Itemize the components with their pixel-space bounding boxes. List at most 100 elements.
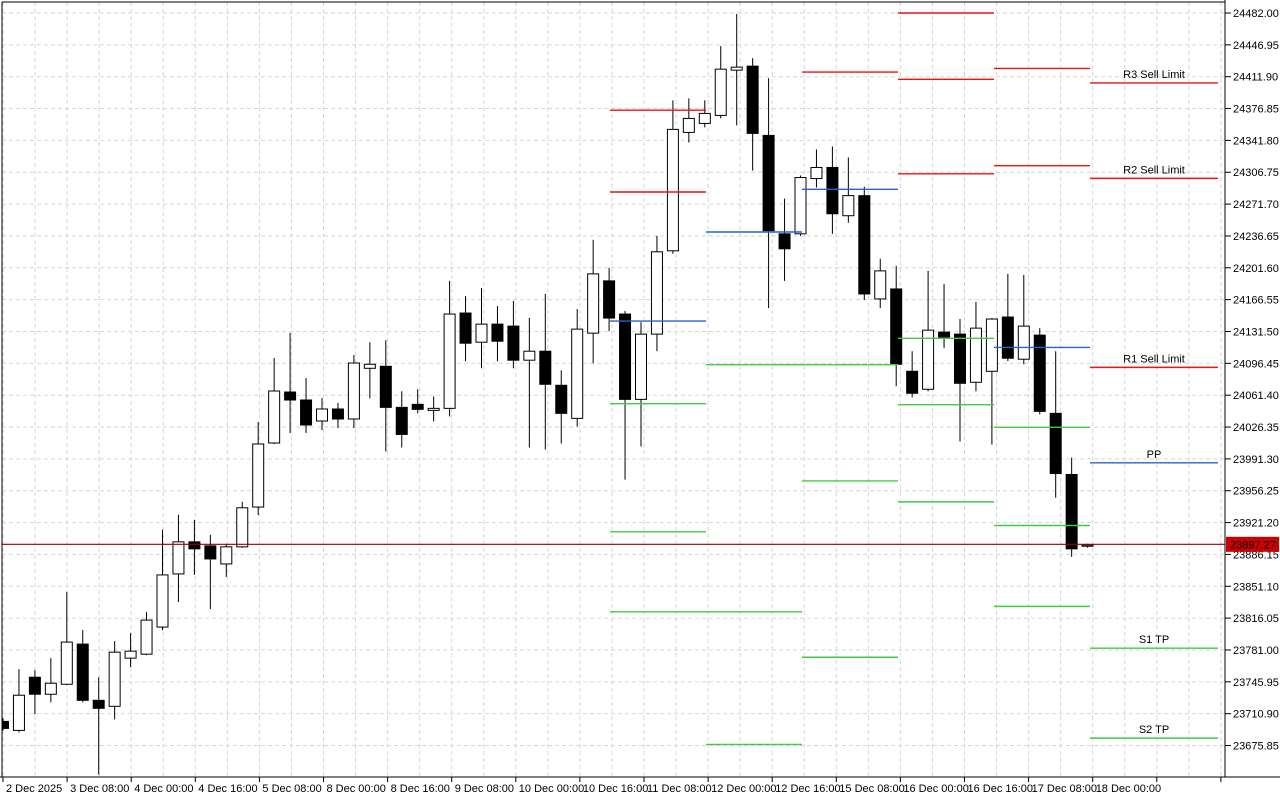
price-scale[interactable]: 24482.00 24446.95 24411.90 24376.85 24341.80… [1225, 8, 1279, 753]
candle-body [603, 280, 616, 319]
price-label: 23851.10 [1233, 581, 1279, 593]
price-label: 24096.45 [1233, 358, 1279, 370]
candle-body [363, 363, 376, 369]
candle-body [650, 251, 663, 335]
candle-bearish [204, 534, 217, 610]
candle-body [842, 195, 855, 217]
candle-bearish [603, 267, 616, 332]
pivot-segments-layer[interactable] [610, 12, 1090, 746]
candle-bearish [1001, 273, 1014, 362]
price-badge: 23897.27 [1226, 536, 1279, 552]
trade-level-label: PP [1147, 449, 1162, 461]
time-label: 10 Dec 16:00 [583, 783, 648, 795]
candle-bullish [443, 280, 456, 417]
candle-bullish [571, 309, 584, 427]
price-label: 24411.90 [1233, 72, 1278, 84]
candle-body [300, 399, 313, 426]
candle-body [443, 313, 456, 409]
candle-bearish [826, 146, 839, 234]
candle-body [316, 408, 328, 422]
time-label: 8 Dec 16:00 [391, 783, 450, 795]
time-label: 12 Dec 00:00 [711, 783, 776, 795]
candle-bearish [938, 283, 951, 349]
candle-body [794, 177, 807, 235]
candle-body [92, 699, 105, 709]
candle-bullish [427, 396, 440, 422]
price-label: 23991.30 [1233, 454, 1279, 466]
candle-bearish [762, 78, 775, 309]
candle-bearish [300, 378, 313, 433]
candles-layer [2, 13, 1094, 775]
candle-body [268, 390, 281, 444]
candle-bullish [635, 322, 647, 447]
candle-bullish [587, 239, 600, 364]
time-scale[interactable]: 2 Dec 2025 3 Dec 08:00 4 Dec 00:00 4 Dec 16… [2, 777, 1222, 795]
candle-bullish [969, 301, 982, 392]
candle-bearish [906, 351, 919, 398]
candle-body [331, 408, 344, 420]
price-label: 24341.80 [1233, 135, 1279, 147]
time-label: 15 Dec 08:00 [839, 783, 904, 795]
candle-body [507, 325, 520, 361]
price-label: 23710.90 [1233, 709, 1279, 721]
price-label: 24271.70 [1233, 199, 1279, 211]
candle-body [954, 333, 966, 384]
candle-bullish [140, 612, 153, 656]
candle-bullish [236, 501, 249, 548]
time-label: 2 Dec 2025 [6, 783, 62, 795]
candle-body [938, 331, 951, 338]
candle-body [140, 619, 153, 655]
candle-body [2, 720, 9, 729]
price-label: 24376.85 [1233, 104, 1279, 116]
candle-bearish [284, 333, 297, 433]
price-label: 24236.65 [1233, 231, 1279, 243]
candle-bullish [252, 421, 265, 516]
candle-body [76, 643, 89, 701]
candle-bullish [475, 287, 488, 369]
candle-body [810, 166, 823, 180]
time-label: 16 Dec 00:00 [903, 783, 968, 795]
candle-body [475, 323, 488, 343]
candle-body [156, 574, 169, 628]
trade-levels-layer[interactable]: R3 Sell Limit R2 Sell Limit R1 Sell Limit P… [1090, 69, 1218, 739]
time-label: 10 Dec 00:00 [519, 783, 584, 795]
time-label: 11 Dec 08:00 [647, 783, 712, 795]
candle-body [379, 365, 392, 408]
time-label: 4 Dec 16:00 [198, 783, 257, 795]
candle-bullish [268, 358, 281, 444]
price-label: 24306.75 [1233, 167, 1279, 179]
candle-body [172, 541, 185, 575]
candle-body [395, 406, 408, 435]
candle-bearish [954, 319, 966, 442]
candle-bullish [316, 398, 328, 430]
candle-bearish [188, 519, 201, 575]
candle-body [236, 507, 249, 548]
candle-body [922, 329, 935, 390]
candle-body [1081, 544, 1094, 547]
candle-bullish [714, 46, 727, 119]
candle-bearish [2, 718, 9, 731]
candle-body [555, 384, 568, 414]
candle-bullish [220, 543, 233, 577]
price-label: 24482.00 [1233, 8, 1279, 20]
candle-body [1033, 334, 1046, 412]
candle-bullish [985, 318, 998, 445]
candle-bullish [44, 658, 57, 703]
candle-bearish [76, 630, 89, 703]
price-label: 23956.25 [1233, 486, 1279, 498]
candle-body [427, 407, 440, 411]
candle-bullish [698, 100, 711, 128]
candle-body [890, 288, 903, 365]
candle-body [874, 270, 887, 300]
price-label: 23781.00 [1233, 645, 1279, 657]
candle-body [1001, 316, 1014, 359]
candle-bullish [156, 529, 169, 631]
candle-body [635, 333, 647, 400]
candle-bullish [842, 157, 855, 223]
price-label: 23886.15 [1233, 549, 1279, 561]
candle-bullish [523, 318, 536, 448]
time-label: 3 Dec 08:00 [70, 783, 129, 795]
candle-body [252, 443, 265, 508]
trade-level-label: S2 TP [1139, 724, 1169, 736]
